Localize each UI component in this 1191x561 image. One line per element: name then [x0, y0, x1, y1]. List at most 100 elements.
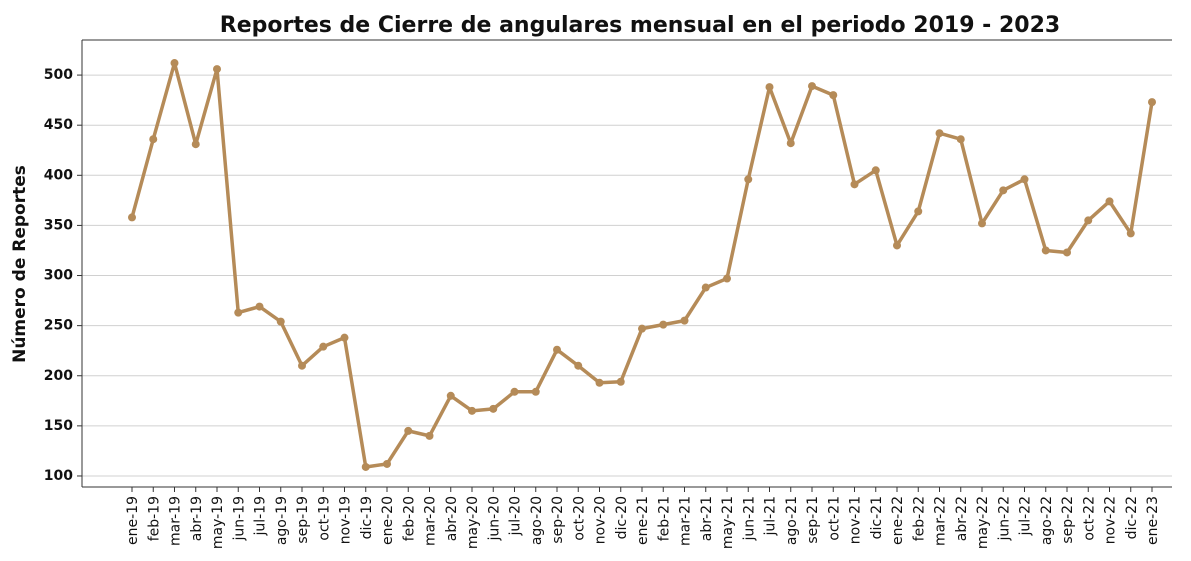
data-point: [808, 82, 816, 91]
data-point: [553, 345, 561, 354]
data-point: [213, 65, 221, 74]
data-point: [510, 387, 519, 396]
data-point: [574, 361, 583, 370]
y-tick-label: 500: [44, 67, 73, 83]
x-tick-label: ene-19: [125, 496, 141, 545]
data-point: [446, 391, 455, 400]
data-point: [425, 431, 434, 440]
x-tick-label: mar-20: [423, 496, 439, 546]
data-point: [786, 139, 795, 148]
x-tick-label: jun-19: [231, 496, 247, 542]
x-tick-label: oct-21: [826, 496, 842, 541]
data-point: [871, 166, 880, 175]
data-point: [234, 308, 243, 317]
x-tick-label: ago-21: [784, 496, 800, 545]
data-point: [340, 333, 349, 342]
x-tick-label: dic-19: [359, 496, 375, 539]
data-point: [1063, 248, 1071, 257]
data-point: [595, 378, 604, 387]
x-tick-label: jun-21: [741, 496, 757, 542]
data-point: [744, 175, 753, 184]
data-point: [999, 186, 1008, 195]
x-tick-label: ene-21: [635, 496, 651, 545]
data-point: [383, 459, 391, 468]
data-point: [956, 135, 965, 144]
data-point: [1041, 246, 1050, 255]
data-point: [723, 274, 731, 283]
x-tick-label: jun-20: [486, 496, 502, 542]
data-point: [638, 324, 646, 333]
x-tick-label: abr-19: [189, 496, 205, 541]
data-point: [1148, 98, 1156, 107]
x-tick-label: abr-22: [954, 496, 970, 541]
y-tick-label: 300: [44, 268, 73, 284]
data-point: [404, 426, 413, 435]
data-point: [978, 219, 986, 228]
data-point: [1126, 229, 1135, 238]
data-point: [701, 283, 710, 292]
x-tick-label: oct-22: [1081, 496, 1097, 541]
y-tick-label: 450: [44, 117, 73, 133]
x-tick-label: ene-20: [380, 496, 396, 545]
x-tick-label: nov-19: [338, 496, 354, 544]
x-tick-label: ago-22: [1039, 496, 1055, 545]
data-point: [1084, 216, 1093, 225]
data-point: [935, 129, 944, 138]
x-tick-label: feb-19: [146, 496, 162, 541]
data-point: [893, 241, 901, 250]
x-tick-label: feb-20: [401, 496, 417, 541]
data-point: [765, 83, 774, 92]
x-tick-label: abr-20: [444, 496, 460, 541]
data-point: [276, 317, 285, 326]
data-line: [130, 61, 1154, 469]
x-tick-label: oct-19: [316, 496, 332, 541]
data-point: [298, 361, 306, 370]
x-tick-label: dic-21: [869, 496, 885, 539]
y-tick-label: 100: [44, 468, 73, 484]
data-point: [850, 180, 859, 189]
x-tick-label: mar-21: [678, 496, 694, 546]
x-tick-label: jul-20: [508, 496, 524, 537]
x-tick-label: nov-20: [593, 496, 609, 544]
data-point: [659, 320, 668, 329]
x-tick-label: sep-22: [1060, 496, 1076, 544]
x-tick-label: jun-22: [996, 496, 1012, 542]
x-tick-label: may-22: [975, 496, 991, 549]
data-point: [149, 135, 158, 144]
y-axis-label: Número de Reportes: [10, 165, 30, 363]
x-tick-label: jul-21: [763, 496, 779, 537]
data-point: [128, 213, 136, 222]
data-point: [319, 342, 328, 351]
x-tick-label: nov-21: [848, 496, 864, 544]
x-tick-label: may-21: [720, 496, 736, 549]
x-tick-label: may-19: [210, 496, 226, 549]
x-tick-label: abr-21: [699, 496, 715, 541]
data-point: [191, 140, 200, 149]
data-point: [170, 59, 179, 68]
x-tick-label: ago-19: [274, 496, 290, 545]
x-tick-label: ene-22: [890, 496, 906, 545]
data-point: [829, 91, 838, 100]
x-tick-label: jul-19: [253, 496, 269, 537]
chart-title: Reportes de Cierre de angulares mensual …: [220, 13, 1060, 38]
data-point: [255, 302, 264, 311]
x-tick-label: mar-22: [933, 496, 949, 546]
data-point: [616, 377, 625, 386]
y-tick-label: 350: [44, 217, 73, 233]
data-point: [680, 316, 689, 325]
y-tick-label: 150: [44, 418, 73, 434]
y-tick-label: 400: [44, 167, 73, 183]
x-tick-label: nov-22: [1103, 496, 1119, 544]
x-tick-label: jul-22: [1018, 496, 1034, 537]
x-tick-label: ene-23: [1145, 496, 1161, 545]
x-tick-label: dic-20: [614, 496, 630, 539]
x-tick-label: feb-21: [656, 496, 672, 541]
x-tick-label: ago-20: [529, 496, 545, 545]
data-point: [361, 462, 370, 471]
x-tick-label: sep-21: [805, 496, 821, 544]
x-tick-label: dic-22: [1124, 496, 1140, 539]
data-point: [531, 387, 540, 396]
data-point: [1105, 197, 1114, 206]
x-tick-label: feb-22: [911, 496, 927, 541]
